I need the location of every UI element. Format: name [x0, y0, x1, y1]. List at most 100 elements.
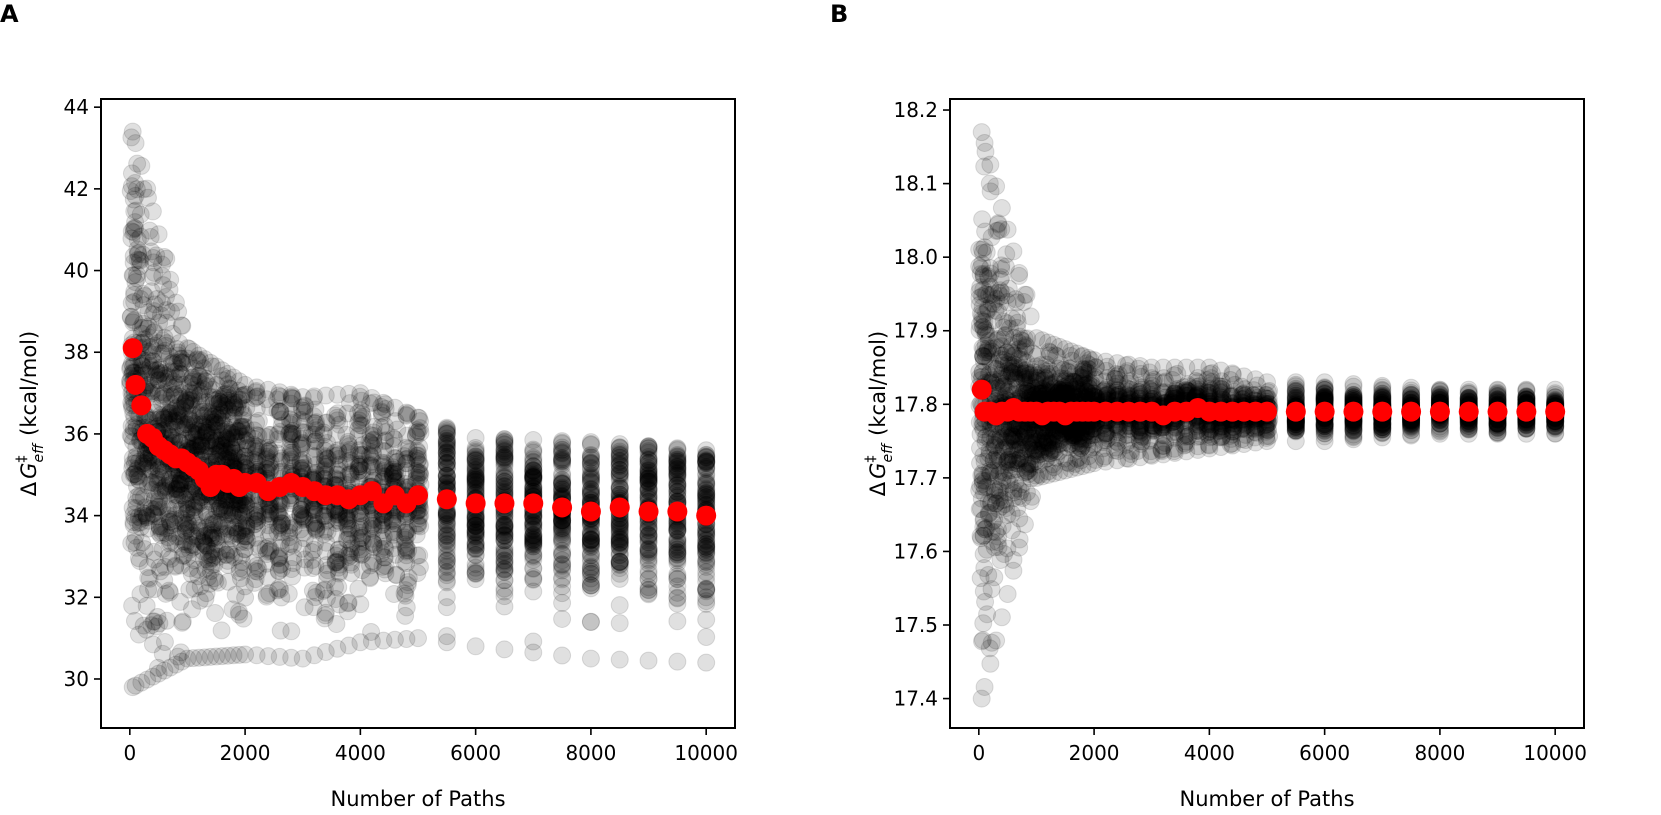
estimate-point: [179, 387, 198, 406]
estimate-point: [149, 225, 168, 244]
estimate-point: [171, 481, 190, 500]
estimate-point: [162, 354, 181, 373]
estimate-point: [170, 406, 189, 425]
estimate-point: [133, 533, 152, 552]
estimate-point: [157, 476, 176, 495]
estimate-point: [174, 514, 193, 533]
estimate-point: [121, 307, 140, 326]
estimate-point: [1021, 492, 1040, 511]
estimate-point: [161, 516, 180, 535]
estimate-point: [173, 316, 192, 335]
estimate-point: [150, 364, 169, 383]
estimate-point: [981, 654, 1000, 673]
estimate-point: [192, 393, 211, 412]
estimate-point: [165, 362, 184, 381]
estimate-point: [125, 454, 144, 473]
estimate-point: [466, 447, 485, 466]
estimate-point: [171, 389, 190, 408]
mean-point: [125, 374, 146, 395]
estimate-point: [143, 480, 162, 499]
estimate-point: [129, 244, 148, 263]
estimate-point: [184, 430, 203, 449]
estimate-point: [173, 510, 192, 529]
estimate-point: [123, 498, 142, 517]
estimate-point: [191, 367, 210, 386]
estimate-point: [144, 345, 163, 364]
estimate-point: [151, 344, 170, 363]
estimate-point: [139, 519, 158, 538]
estimate-point: [153, 331, 172, 350]
estimate-point: [194, 406, 213, 425]
estimate-point: [185, 414, 204, 433]
y-tick-label: 38: [64, 340, 89, 364]
estimate-point: [134, 454, 153, 473]
estimate-point: [150, 523, 169, 542]
estimate-point: [141, 356, 160, 375]
estimate-point: [495, 517, 514, 536]
estimate-point: [180, 540, 199, 559]
estimate-point: [126, 526, 145, 545]
estimate-point: [156, 336, 175, 355]
estimate-point: [136, 459, 155, 478]
estimate-point: [180, 374, 199, 393]
estimate-point: [170, 334, 189, 353]
estimate-point: [182, 368, 201, 387]
estimate-point: [170, 364, 189, 383]
estimate-point: [128, 230, 147, 249]
estimate-point: [177, 391, 196, 410]
estimate-point: [155, 478, 174, 497]
estimate-point: [176, 490, 195, 509]
estimate-point: [134, 296, 153, 315]
estimate-point: [125, 464, 144, 483]
estimate-point: [171, 471, 190, 490]
estimate-point: [185, 498, 204, 517]
estimate-point: [138, 558, 157, 577]
estimate-point: [129, 467, 148, 486]
estimate-point: [156, 523, 175, 542]
estimate-point: [610, 516, 629, 535]
estimate-point: [129, 513, 148, 532]
estimate-point: [150, 517, 169, 536]
estimate-point: [177, 415, 196, 434]
estimate-point: [160, 581, 179, 600]
estimate-point: [175, 546, 194, 565]
estimate-point: [159, 499, 178, 518]
estimate-point: [181, 480, 200, 499]
estimate-point: [168, 343, 187, 362]
x-axis-label: Number of Paths: [330, 787, 505, 811]
estimate-point: [164, 353, 183, 372]
estimate-point: [466, 637, 485, 656]
estimate-point: [697, 484, 716, 503]
estimate-point: [524, 448, 543, 467]
estimate-point: [181, 559, 200, 578]
estimate-point: [134, 285, 153, 304]
estimate-point: [126, 273, 145, 292]
estimate-point: [182, 505, 201, 524]
estimate-point: [668, 652, 687, 671]
estimate-point: [166, 378, 185, 397]
estimate-point: [697, 653, 716, 672]
estimate-point: [143, 352, 162, 371]
estimate-point: [167, 404, 186, 423]
estimate-point: [180, 409, 199, 428]
estimate-point: [180, 391, 199, 410]
estimate-point: [124, 311, 143, 330]
estimate-point: [1004, 561, 1023, 580]
estimate-point: [188, 350, 207, 369]
estimate-point: [141, 358, 160, 377]
estimate-point: [639, 453, 658, 472]
estimate-point: [194, 417, 213, 436]
estimate-point: [162, 402, 181, 421]
estimate-point: [152, 517, 171, 536]
estimate-point: [172, 472, 191, 491]
estimate-point: [131, 487, 150, 506]
estimate-point: [236, 588, 255, 607]
estimate-point: [192, 402, 211, 421]
estimate-point: [437, 468, 456, 487]
estimate-point: [178, 513, 197, 532]
estimate-point: [137, 506, 156, 525]
estimate-point: [153, 500, 172, 519]
estimate-point: [150, 365, 169, 384]
estimate-point: [130, 471, 149, 490]
